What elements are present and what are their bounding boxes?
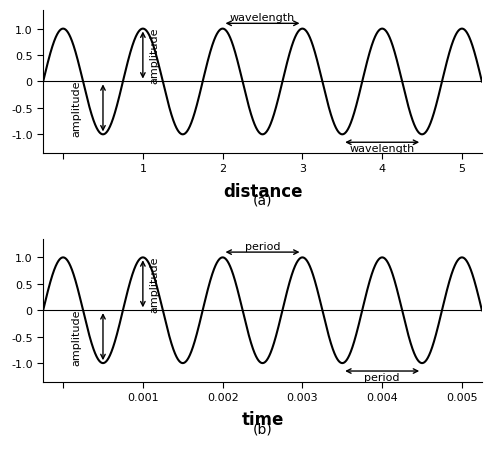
Text: period: period: [364, 372, 400, 382]
Text: wavelength: wavelength: [350, 144, 415, 154]
Text: wavelength: wavelength: [230, 13, 295, 23]
Text: amplitude: amplitude: [149, 28, 159, 84]
Text: (a): (a): [253, 193, 272, 207]
Text: amplitude: amplitude: [71, 309, 81, 365]
Text: period: period: [245, 241, 281, 252]
X-axis label: distance: distance: [223, 182, 302, 200]
Text: amplitude: amplitude: [71, 80, 81, 137]
Text: amplitude: amplitude: [149, 256, 159, 313]
X-axis label: time: time: [242, 410, 283, 428]
Text: (b): (b): [252, 422, 273, 436]
